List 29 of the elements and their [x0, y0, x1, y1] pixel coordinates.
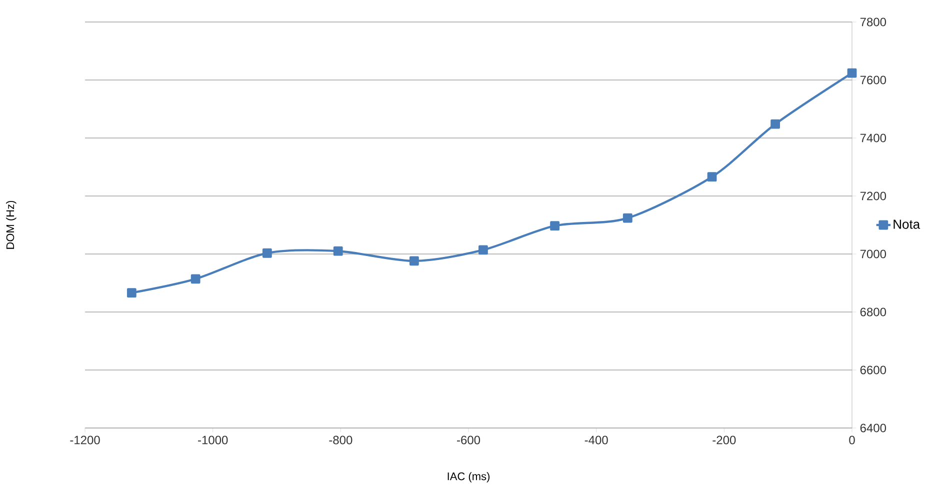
point — [190, 274, 200, 284]
point — [550, 221, 560, 231]
y-tick-label: 6800 — [860, 308, 886, 316]
x-tick-label: -200 — [712, 436, 736, 444]
x-tick-label: 0 — [849, 436, 855, 444]
point — [622, 213, 632, 223]
x-tick-label: -400 — [584, 436, 608, 444]
y-tick-label: 6600 — [860, 366, 886, 374]
y-tick-label: 7000 — [860, 250, 886, 258]
point — [770, 119, 780, 129]
x-tick-label: -1200 — [70, 436, 100, 444]
x-tick-label: -800 — [329, 436, 352, 444]
y-axis-title: DOM (Hz) — [6, 200, 16, 249]
point — [126, 288, 136, 298]
y-tick-label: 7800 — [860, 18, 886, 26]
point — [707, 172, 717, 182]
point — [409, 256, 419, 266]
point — [478, 245, 488, 255]
point — [333, 246, 343, 256]
legend-label: Nota — [894, 220, 920, 229]
y-tick-label: 6400 — [860, 424, 886, 432]
x-axis-title: IAC (ms) — [448, 472, 490, 482]
x-tick-label: -600 — [457, 436, 480, 444]
y-tick-label: 7600 — [860, 76, 886, 84]
y-tick-label: 7200 — [860, 192, 886, 200]
point — [847, 68, 857, 78]
point — [262, 248, 272, 258]
y-tick-label: 7400 — [860, 134, 886, 142]
x-tick-label: -1000 — [198, 436, 228, 444]
